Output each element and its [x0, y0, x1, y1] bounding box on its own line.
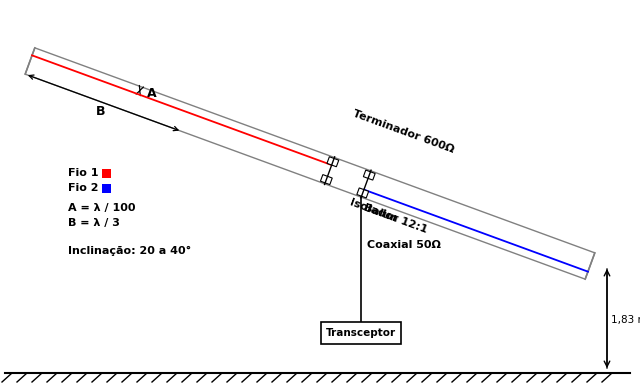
- Polygon shape: [25, 48, 595, 279]
- Text: Transceptor: Transceptor: [326, 328, 396, 338]
- Text: Fio 2: Fio 2: [68, 183, 99, 193]
- Bar: [102, 169, 111, 178]
- FancyBboxPatch shape: [321, 322, 401, 344]
- Text: Inclinação: 20 a 40°: Inclinação: 20 a 40°: [68, 246, 191, 256]
- Bar: [102, 184, 111, 193]
- Polygon shape: [364, 170, 375, 180]
- Text: A: A: [147, 87, 157, 100]
- Polygon shape: [327, 157, 339, 167]
- Text: Terminador 600Ω: Terminador 600Ω: [351, 109, 456, 155]
- Text: Coaxial 50Ω: Coaxial 50Ω: [367, 240, 441, 250]
- Text: 1,83 m (6 ft): 1,83 m (6 ft): [611, 314, 640, 325]
- Polygon shape: [321, 175, 332, 185]
- Text: Balun 12:1: Balun 12:1: [362, 203, 429, 235]
- Polygon shape: [357, 188, 369, 198]
- Text: Fio 1: Fio 1: [68, 168, 99, 178]
- Text: B = λ / 3: B = λ / 3: [68, 218, 120, 228]
- Text: B: B: [96, 105, 105, 118]
- Text: Isolador: Isolador: [349, 198, 399, 225]
- Text: A = λ / 100: A = λ / 100: [68, 203, 136, 213]
